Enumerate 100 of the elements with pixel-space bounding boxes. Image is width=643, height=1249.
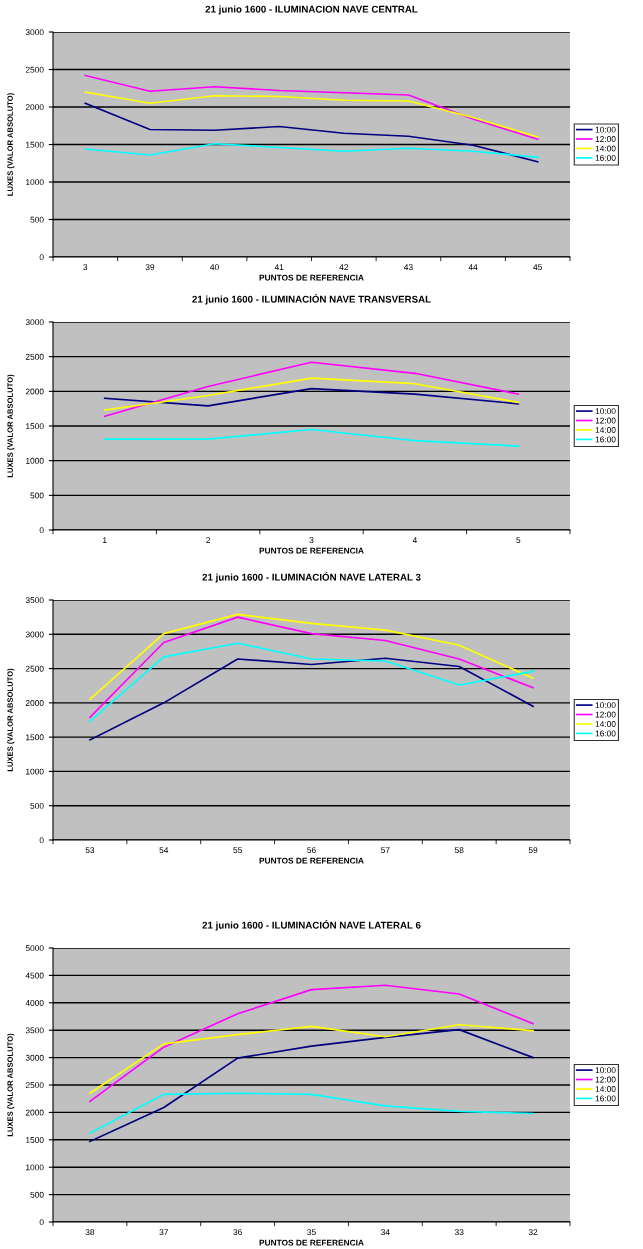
y-tick-label: 1500: [26, 734, 44, 741]
y-tick-label: 1000: [26, 768, 44, 775]
x-axis-title: PUNTOS DE REFERENCIA: [259, 857, 364, 864]
legend-label: 12:00: [595, 711, 616, 718]
y-tick-label: 2500: [25, 1082, 44, 1089]
line-series: [103, 361, 520, 418]
line-series: [89, 1028, 534, 1143]
y-tick-label: 500: [30, 492, 44, 499]
y-tick-label: 0: [39, 1219, 44, 1226]
x-tick-label: 32: [528, 1229, 538, 1236]
y-tick-label: 1500: [26, 141, 44, 148]
x-tick-label: 57: [381, 847, 390, 854]
y-tick-label: 0: [39, 837, 44, 844]
line-series: [103, 377, 520, 411]
y-tick-label: 500: [30, 216, 44, 223]
line-series: [103, 387, 520, 407]
x-tick-label: 39: [145, 264, 155, 271]
x-tick-label: 42: [339, 264, 349, 270]
x-tick-label: 1: [103, 537, 107, 543]
legend-label: 12:00: [595, 136, 616, 143]
legend-label: 10:00: [595, 408, 616, 415]
x-tick-label: 2: [206, 537, 210, 543]
y-tick-label: 4500: [25, 972, 44, 979]
y-tick-label: 3500: [25, 1027, 44, 1034]
line-series: [84, 142, 539, 159]
y-tick-label: 2000: [25, 1109, 44, 1116]
y-tick-label: 0: [39, 527, 44, 534]
y-tick-label: 500: [30, 802, 44, 809]
x-tick-label: 53: [85, 847, 95, 854]
y-tick-label: 3000: [25, 631, 44, 638]
x-axis-title: PUNTOS DE REFERENCIA: [259, 547, 364, 554]
chart-title: 21 junio 1600 - ILUMINACIÓN NAVE LATERAL 6: [202, 919, 421, 931]
y-tick-label: 1500: [26, 1137, 44, 1143]
legend-label: 16:00: [595, 730, 616, 737]
chart-title: 21 junio 1600 - ILUMINACIÓN NAVE LATERAL 3: [202, 571, 421, 583]
y-tick-label: 1000: [26, 179, 44, 186]
y-tick-label: 2500: [25, 66, 44, 73]
y-tick-label: 2500: [25, 353, 44, 360]
line-series: [89, 1092, 534, 1135]
y-tick-label: 3500: [25, 597, 44, 604]
chart-title: 21 junio 1600 - ILUMINACIÓN NAVE TRANSVERSAL: [192, 293, 431, 305]
legend-label: 12:00: [595, 1076, 616, 1083]
x-tick-label: 54: [159, 847, 169, 854]
y-tick-label: 2000: [25, 388, 44, 395]
x-tick-label: 55: [233, 847, 242, 854]
x-tick-label: 40: [210, 264, 219, 271]
line-series: [89, 642, 534, 723]
y-tick-label: 1500: [26, 423, 44, 430]
line-series: [89, 616, 534, 719]
x-tick-label: 37: [159, 1229, 168, 1236]
y-tick-label: 3000: [25, 319, 44, 326]
line-series: [84, 74, 539, 141]
x-tick-label: 35: [307, 1229, 316, 1236]
line-series: [89, 1023, 534, 1095]
x-axis-title: PUNTOS DE REFERENCIA: [259, 1239, 364, 1246]
line-series: [84, 91, 539, 138]
legend-label: 12:00: [595, 417, 616, 424]
legend-label: 10:00: [595, 126, 616, 133]
y-tick-label: 1000: [26, 457, 44, 464]
x-tick-label: 3: [83, 264, 88, 271]
x-tick-label: 44: [468, 264, 478, 270]
x-tick-label: 38: [85, 1229, 95, 1236]
y-tick-label: 4000: [25, 1000, 44, 1006]
y-tick-label: 500: [30, 1191, 44, 1198]
x-axis-title: PUNTOS DE REFERENCIA: [259, 274, 364, 281]
legend-label: 16:00: [595, 154, 616, 161]
chart-title: 21 junio 1600 - ILUMINACION NAVE CENTRAL: [205, 5, 418, 15]
legend-label: 14:00: [595, 1086, 616, 1092]
y-tick-label: 2000: [25, 104, 44, 111]
x-tick-label: 56: [307, 847, 316, 854]
line-series: [89, 613, 534, 701]
x-tick-label: 59: [528, 847, 538, 854]
line-series: [89, 984, 534, 1103]
legend-label: 16:00: [595, 1095, 616, 1102]
legend-label: 14:00: [595, 721, 616, 727]
line-series: [84, 102, 539, 163]
y-tick-label: 2500: [25, 665, 44, 672]
x-tick-label: 33: [454, 1229, 464, 1236]
legend-label: 10:00: [595, 702, 616, 709]
legend-label: 16:00: [595, 436, 616, 443]
y-tick-label: 3000: [25, 1054, 44, 1061]
legend-label: 10:00: [595, 1067, 616, 1074]
legend-label: 14:00: [595, 427, 616, 433]
legend-label: 14:00: [595, 145, 616, 152]
x-tick-label: 4: [412, 537, 417, 543]
x-tick-label: 58: [454, 847, 464, 854]
x-tick-label: 41: [274, 264, 284, 270]
y-tick-label: 2000: [25, 700, 44, 706]
x-tick-label: 43: [403, 264, 413, 271]
line-series: [89, 657, 534, 741]
y-tick-label: 0: [39, 254, 44, 261]
line-series: [103, 428, 520, 447]
x-tick-label: 34: [381, 1229, 390, 1236]
x-tick-label: 3: [309, 537, 314, 544]
x-tick-label: 5: [516, 537, 521, 544]
y-tick-label: 1000: [26, 1164, 44, 1171]
x-tick-label: 45: [533, 264, 542, 271]
y-tick-label: 5000: [25, 945, 44, 952]
x-tick-label: 36: [233, 1229, 242, 1236]
y-tick-label: 3000: [25, 29, 44, 36]
